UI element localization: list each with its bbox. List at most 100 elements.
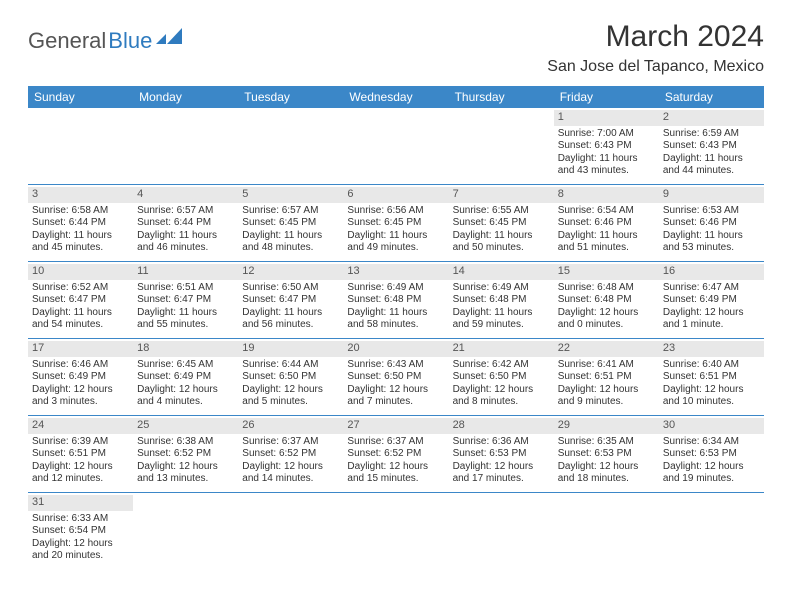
- day-number: 29: [554, 418, 659, 434]
- day-info-line: Daylight: 11 hours: [137, 307, 234, 320]
- day-info-line: Daylight: 12 hours: [453, 384, 550, 397]
- day-info-line: Sunset: 6:43 PM: [558, 140, 655, 153]
- day-info-line: Sunrise: 7:00 AM: [558, 128, 655, 141]
- day-number: 28: [449, 418, 554, 434]
- day-info-line: Daylight: 11 hours: [32, 230, 129, 243]
- day-info-line: Sunset: 6:48 PM: [347, 294, 444, 307]
- day-info-line: Sunrise: 6:48 AM: [558, 282, 655, 295]
- day-info-line: Sunset: 6:47 PM: [32, 294, 129, 307]
- day-info-line: Daylight: 12 hours: [663, 384, 760, 397]
- day-info-line: Daylight: 11 hours: [663, 153, 760, 166]
- day-info-line: Sunrise: 6:42 AM: [453, 359, 550, 372]
- day-info-line: Daylight: 12 hours: [242, 384, 339, 397]
- day-info-line: and 18 minutes.: [558, 473, 655, 486]
- calendar-day-cell: 13Sunrise: 6:49 AMSunset: 6:48 PMDayligh…: [343, 262, 448, 339]
- day-info-line: Sunset: 6:53 PM: [558, 448, 655, 461]
- day-info-line: Daylight: 11 hours: [558, 153, 655, 166]
- day-info-line: Sunset: 6:45 PM: [347, 217, 444, 230]
- day-number: 6: [343, 187, 448, 203]
- calendar-day-cell: 26Sunrise: 6:37 AMSunset: 6:52 PMDayligh…: [238, 416, 343, 493]
- day-info-line: Sunrise: 6:59 AM: [663, 128, 760, 141]
- day-info-line: Sunset: 6:52 PM: [137, 448, 234, 461]
- day-info-line: Daylight: 12 hours: [558, 461, 655, 474]
- calendar-day-cell: 8Sunrise: 6:54 AMSunset: 6:46 PMDaylight…: [554, 185, 659, 262]
- calendar-day-cell: 3Sunrise: 6:58 AMSunset: 6:44 PMDaylight…: [28, 185, 133, 262]
- calendar-day-cell: 5Sunrise: 6:57 AMSunset: 6:45 PMDaylight…: [238, 185, 343, 262]
- day-info-line: Sunset: 6:50 PM: [242, 371, 339, 384]
- day-info-line: Sunset: 6:53 PM: [663, 448, 760, 461]
- calendar-day-cell: [133, 493, 238, 570]
- day-number: 23: [659, 341, 764, 357]
- day-info-line: Daylight: 11 hours: [347, 307, 444, 320]
- logo-text-blue: Blue: [108, 28, 152, 54]
- logo-text-general: General: [28, 28, 106, 54]
- day-info-line: Daylight: 12 hours: [558, 307, 655, 320]
- day-info-line: Sunset: 6:49 PM: [663, 294, 760, 307]
- day-info-line: Sunset: 6:52 PM: [347, 448, 444, 461]
- day-info-line: Sunrise: 6:57 AM: [137, 205, 234, 218]
- day-number: 21: [449, 341, 554, 357]
- calendar-day-cell: [449, 108, 554, 185]
- day-number: 2: [659, 110, 764, 126]
- day-info-line: Daylight: 12 hours: [137, 384, 234, 397]
- day-info-line: and 14 minutes.: [242, 473, 339, 486]
- weekday-header: Thursday: [449, 86, 554, 108]
- day-info-line: Sunset: 6:43 PM: [663, 140, 760, 153]
- day-info-line: Sunrise: 6:52 AM: [32, 282, 129, 295]
- calendar-day-cell: [554, 493, 659, 570]
- day-info-line: and 20 minutes.: [32, 550, 129, 563]
- calendar-day-cell: [343, 493, 448, 570]
- day-number: 19: [238, 341, 343, 357]
- day-info-line: Sunrise: 6:44 AM: [242, 359, 339, 372]
- day-info-line: Sunset: 6:46 PM: [663, 217, 760, 230]
- day-number: 3: [28, 187, 133, 203]
- day-info-line: Sunrise: 6:37 AM: [347, 436, 444, 449]
- day-info-line: Sunrise: 6:40 AM: [663, 359, 760, 372]
- calendar-day-cell: 2 Sunrise: 6:59 AMSunset: 6:43 PMDaylight…: [659, 108, 764, 185]
- day-info-line: Sunset: 6:46 PM: [558, 217, 655, 230]
- weekday-header: Saturday: [659, 86, 764, 108]
- day-number: 17: [28, 341, 133, 357]
- day-number: 12: [238, 264, 343, 280]
- day-info-line: and 56 minutes.: [242, 319, 339, 332]
- day-info-line: Sunrise: 6:55 AM: [453, 205, 550, 218]
- day-info-line: and 50 minutes.: [453, 242, 550, 255]
- calendar-day-cell: 6Sunrise: 6:56 AMSunset: 6:45 PMDaylight…: [343, 185, 448, 262]
- day-info-line: and 10 minutes.: [663, 396, 760, 409]
- day-info-line: Daylight: 11 hours: [347, 230, 444, 243]
- day-info-line: Daylight: 12 hours: [558, 384, 655, 397]
- month-title: March 2024: [547, 20, 764, 54]
- day-number: 9: [659, 187, 764, 203]
- day-info-line: and 13 minutes.: [137, 473, 234, 486]
- day-info-line: and 5 minutes.: [242, 396, 339, 409]
- day-info-line: Daylight: 12 hours: [32, 384, 129, 397]
- day-number: 27: [343, 418, 448, 434]
- day-info-line: Daylight: 12 hours: [663, 307, 760, 320]
- calendar-day-cell: 31Sunrise: 6:33 AMSunset: 6:54 PMDayligh…: [28, 493, 133, 570]
- day-info-line: Sunset: 6:47 PM: [137, 294, 234, 307]
- day-number: 22: [554, 341, 659, 357]
- day-info-line: Sunrise: 6:49 AM: [453, 282, 550, 295]
- day-info-line: Sunset: 6:53 PM: [453, 448, 550, 461]
- day-info-line: Daylight: 12 hours: [32, 461, 129, 474]
- day-info-line: Sunset: 6:48 PM: [558, 294, 655, 307]
- calendar-day-cell: [449, 493, 554, 570]
- calendar-day-cell: 4Sunrise: 6:57 AMSunset: 6:44 PMDaylight…: [133, 185, 238, 262]
- day-number: 5: [238, 187, 343, 203]
- day-info-line: Sunrise: 6:51 AM: [137, 282, 234, 295]
- day-number: 16: [659, 264, 764, 280]
- day-number: 15: [554, 264, 659, 280]
- calendar-day-cell: 20Sunrise: 6:43 AMSunset: 6:50 PMDayligh…: [343, 339, 448, 416]
- day-number: 4: [133, 187, 238, 203]
- day-number: 18: [133, 341, 238, 357]
- calendar-day-cell: 7Sunrise: 6:55 AMSunset: 6:45 PMDaylight…: [449, 185, 554, 262]
- calendar-day-cell: 21Sunrise: 6:42 AMSunset: 6:50 PMDayligh…: [449, 339, 554, 416]
- calendar-day-cell: 1Sunrise: 7:00 AMSunset: 6:43 PMDaylight…: [554, 108, 659, 185]
- day-info-line: Sunrise: 6:50 AM: [242, 282, 339, 295]
- day-info-line: Daylight: 11 hours: [453, 307, 550, 320]
- location-text: San Jose del Tapanco, Mexico: [547, 58, 764, 76]
- day-info-line: Daylight: 11 hours: [453, 230, 550, 243]
- calendar-day-cell: 11Sunrise: 6:51 AMSunset: 6:47 PMDayligh…: [133, 262, 238, 339]
- day-number: 25: [133, 418, 238, 434]
- calendar-day-cell: 23Sunrise: 6:40 AMSunset: 6:51 PMDayligh…: [659, 339, 764, 416]
